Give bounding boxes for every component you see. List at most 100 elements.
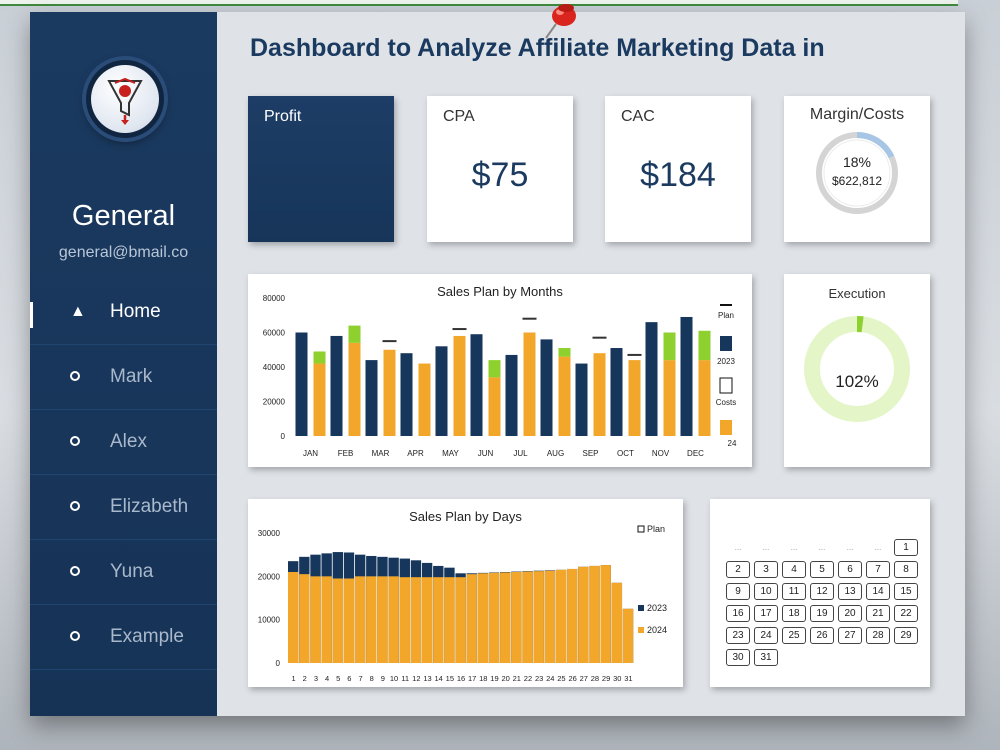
- day-button[interactable]: 29: [894, 627, 918, 644]
- margin-ring: [816, 132, 898, 214]
- sidebar-item-label: Mark: [110, 366, 153, 387]
- day-button[interactable]: 26: [810, 627, 834, 644]
- bar-costs: [313, 351, 326, 364]
- plan-marker: [452, 328, 467, 331]
- bar-2024: [500, 572, 511, 663]
- day-button[interactable]: 25: [782, 627, 806, 644]
- y-tick-label: 10000: [258, 616, 281, 625]
- day-picker-card: .................. 1 2 3 4 5 6 7 8 9 10 11 12 13 14 15 1…: [710, 499, 930, 687]
- day-button[interactable]: 28: [866, 627, 890, 644]
- day-button[interactable]: 22: [894, 605, 918, 622]
- margin-ring-fill: [816, 132, 898, 214]
- day-button[interactable]: 31: [754, 649, 778, 666]
- bar-2024: [453, 335, 466, 436]
- day-button[interactable]: 9: [726, 583, 750, 600]
- sidebar-item-alex[interactable]: Alex: [30, 410, 217, 475]
- bar-2024: [388, 576, 399, 663]
- day-button[interactable]: 11: [782, 583, 806, 600]
- chart-title: Sales Plan by Days: [409, 509, 522, 524]
- bar-2023: [330, 335, 343, 436]
- bar-2023: [505, 354, 518, 436]
- sidebar-item-yuna[interactable]: Yuna: [30, 540, 217, 605]
- bar-2024: [600, 565, 611, 663]
- x-tick-label: APR: [407, 449, 424, 458]
- x-tick-label: JAN: [303, 449, 318, 458]
- day-button[interactable]: 1: [894, 539, 918, 556]
- sidebar-item-mark[interactable]: Mark: [30, 345, 217, 410]
- x-tick-label: NOV: [652, 449, 670, 458]
- funnel-logo: [86, 60, 164, 138]
- bar-2024: [313, 363, 326, 436]
- bar-2024: [488, 377, 501, 436]
- bar-2024: [321, 576, 332, 663]
- day-button[interactable]: 30: [726, 649, 750, 666]
- day-button[interactable]: 21: [866, 605, 890, 622]
- empty-day-placeholder: ...: [818, 543, 826, 552]
- day-button[interactable]: 24: [754, 627, 778, 644]
- legend-label: Costs: [716, 398, 736, 407]
- bar-2024: [522, 571, 533, 663]
- plan-marker: [592, 336, 607, 339]
- x-tick-label: JUL: [513, 449, 528, 458]
- day-button[interactable]: 16: [726, 605, 750, 622]
- day-button[interactable]: 17: [754, 605, 778, 622]
- empty-day-placeholder: ...: [846, 543, 854, 552]
- sidebar-item-example[interactable]: Example: [30, 605, 217, 670]
- day-button[interactable]: 8: [894, 561, 918, 578]
- day-button[interactable]: 23: [726, 627, 750, 644]
- cpa-label: CPA: [443, 108, 475, 125]
- cpa-value: $75: [471, 156, 529, 194]
- circle-icon: [70, 371, 80, 381]
- y-tick-label: 80000: [263, 294, 286, 303]
- legend-2023-swatch: [638, 605, 644, 611]
- day-button[interactable]: 15: [894, 583, 918, 600]
- x-tick-label: 22: [524, 674, 532, 683]
- legend-2024-swatch: [720, 420, 732, 435]
- bar-2024: [628, 360, 641, 436]
- cpa-card: CPA $75: [427, 96, 573, 242]
- day-button[interactable]: 10: [754, 583, 778, 600]
- sidebar-nav: ▲ Home Mark Alex Elizabeth Yuna Examp: [30, 280, 217, 670]
- bar-2023: [400, 353, 413, 436]
- day-button[interactable]: 3: [754, 561, 778, 578]
- x-tick-label: OCT: [617, 449, 634, 458]
- x-tick-label: 31: [624, 674, 632, 683]
- day-button[interactable]: 4: [782, 561, 806, 578]
- day-button[interactable]: 7: [866, 561, 890, 578]
- day-button[interactable]: 19: [810, 605, 834, 622]
- sidebar-item-home[interactable]: ▲ Home: [30, 280, 217, 345]
- bar-2024: [433, 577, 444, 663]
- legend-2023-swatch: [720, 336, 732, 351]
- sidebar-item-elizabeth[interactable]: Elizabeth: [30, 475, 217, 540]
- bar-2024: [299, 574, 310, 663]
- x-tick-label: SEP: [582, 449, 598, 458]
- bar-2024: [589, 565, 600, 663]
- day-button[interactable]: 12: [810, 583, 834, 600]
- day-button[interactable]: 27: [838, 627, 862, 644]
- x-tick-label: 4: [325, 674, 329, 683]
- x-tick-label: MAR: [372, 449, 390, 458]
- profit-card: Profit: [248, 96, 394, 242]
- day-button[interactable]: 13: [838, 583, 862, 600]
- y-tick-label: 0: [281, 432, 286, 441]
- day-button[interactable]: 20: [838, 605, 862, 622]
- day-button[interactable]: 2: [726, 561, 750, 578]
- day-button[interactable]: 5: [810, 561, 834, 578]
- execution-donut-fill: [804, 316, 910, 422]
- day-button[interactable]: 18: [782, 605, 806, 622]
- day-button[interactable]: 6: [838, 561, 862, 578]
- bar-2024: [488, 572, 500, 663]
- cac-label: CAC: [621, 108, 655, 125]
- day-button[interactable]: 14: [866, 583, 890, 600]
- bar-2024: [444, 577, 455, 663]
- empty-day-placeholder: ...: [762, 543, 770, 552]
- cac-value: $184: [640, 156, 716, 194]
- x-tick-label: 10: [390, 674, 398, 683]
- bar-2024: [343, 578, 355, 663]
- bar-2024: [558, 356, 571, 436]
- bar-2024: [544, 570, 556, 663]
- cac-card: CAC $184: [605, 96, 751, 242]
- sales-by-months-card: Sales Plan by Months 0 20000 40000 60000 800…: [248, 274, 752, 467]
- margin-amount: $622,812: [831, 174, 883, 188]
- legend-label: 2023: [717, 357, 735, 366]
